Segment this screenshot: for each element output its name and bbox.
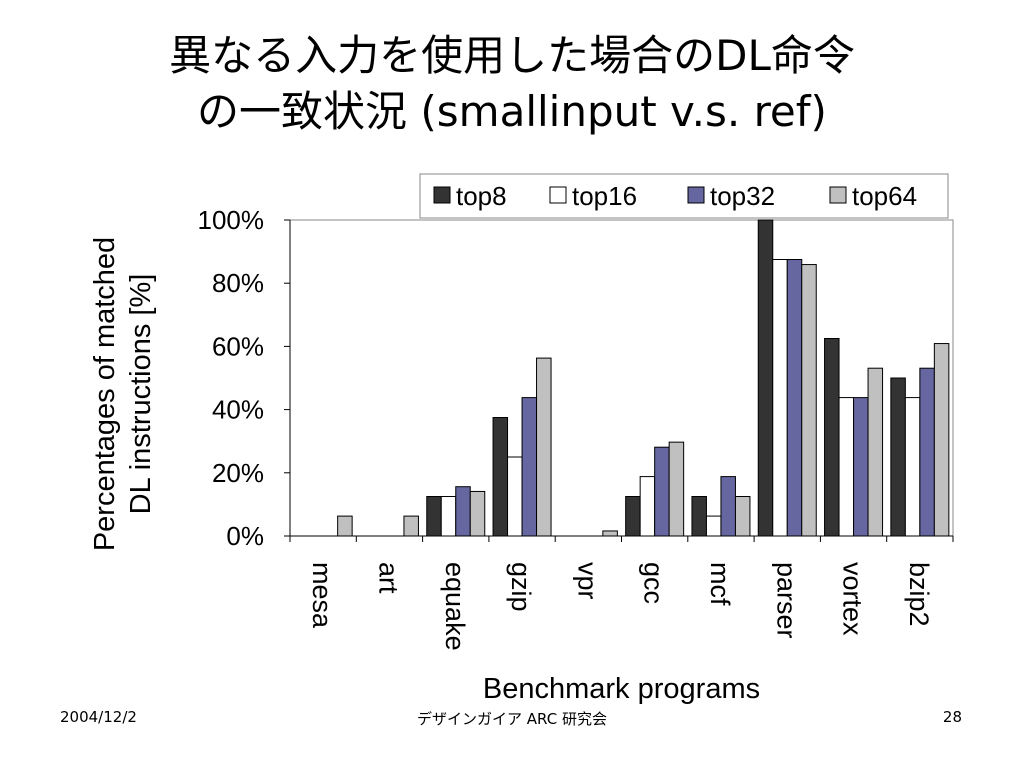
bar-top8-bzip2 [890, 377, 906, 537]
bar-top8-gzip [492, 417, 509, 537]
legend-label-top16: top16 [572, 181, 637, 211]
axis-labels: Benchmark programs Percentages of matched… [89, 237, 760, 705]
x-axis: mesa art equake gzip vpr gcc mcf parser vortex bz… [289, 535, 954, 651]
bar-top32-equake [455, 486, 471, 537]
bar-top16-mcf [705, 515, 722, 537]
legend-swatch-top64 [829, 186, 847, 204]
slide-title: 異なる入力を使用した場合のDL命令 の一致状況 (smallinput v.s.… [0, 28, 1024, 140]
x-tick-label-mesa: mesa [307, 562, 337, 629]
bar-top64-mesa [337, 515, 353, 537]
legend-label-top8: top8 [456, 181, 507, 211]
chart-legend: top8 top16 top32 top64 [419, 173, 949, 219]
bar-top16-parser [772, 259, 788, 537]
y-tick-label: 40% [212, 395, 264, 425]
y-tick-label: 20% [212, 458, 264, 488]
bar-top64-vpr [602, 530, 618, 537]
footer-page-number: 28 [942, 708, 962, 726]
bar-top64-art [403, 515, 419, 537]
y-tick-label: 60% [212, 331, 264, 361]
bar-top64-vortex [867, 367, 884, 537]
bar-top64-parser [801, 264, 817, 537]
bar-top64-gzip [536, 357, 552, 537]
bar-top32-gcc [654, 446, 670, 537]
legend-swatch-top16 [549, 186, 567, 204]
legend-label-top32: top32 [710, 181, 775, 211]
bar-top16-bzip2 [904, 397, 921, 537]
x-tick-label-vpr: vpr [572, 562, 602, 600]
x-tick-label-vortex: vortex [838, 562, 868, 636]
bar-top8-mcf [691, 496, 707, 537]
x-tick-label-gcc: gcc [639, 562, 669, 604]
slide-title-line2: の一致状況 (smallinput v.s. ref) [197, 87, 827, 136]
x-tick-label-bzip2: bzip2 [904, 562, 934, 627]
legend-swatch-top32 [687, 186, 705, 204]
x-tick-label-mcf: mcf [705, 562, 735, 606]
x-tick-label-gzip: gzip [506, 562, 536, 612]
x-tick-label-art: art [373, 562, 403, 594]
bar-top16-gcc [639, 476, 656, 537]
legend-swatch-top8 [433, 186, 451, 204]
y-axis-title-line2: DL instructions [%] [125, 274, 157, 515]
bar-top64-bzip2 [933, 343, 950, 537]
bar-series-top64 [337, 264, 950, 537]
bar-top32-bzip2 [919, 367, 935, 537]
slide-title-line1: 異なる入力を使用した場合のDL命令 [169, 31, 855, 80]
footer-organization: デザインガイア ARC 研究会 [417, 710, 607, 728]
bar-top8-vortex [824, 338, 840, 537]
bar-top32-mcf [720, 476, 736, 537]
y-tick-label: 100% [198, 205, 265, 235]
y-tick-label: 0% [226, 521, 264, 551]
x-axis-title: Benchmark programs [483, 673, 760, 705]
y-axis-title-line1: Percentages of matched [89, 237, 121, 551]
x-tick-label-parser: parser [771, 562, 801, 639]
legend-label-top64: top64 [852, 181, 917, 211]
bar-series-group [337, 219, 950, 537]
y-axis: 0% 20% 40% 60% 80% 100% [198, 205, 291, 551]
bar-top64-equake [469, 490, 486, 537]
bar-series-top32 [455, 259, 935, 537]
bar-top16-equake [440, 496, 457, 537]
bar-top8-gcc [625, 496, 641, 537]
bar-top32-vortex [853, 397, 869, 537]
bar-top8-parser [757, 219, 774, 537]
y-tick-label: 80% [212, 268, 264, 298]
bar-top64-mcf [734, 496, 751, 537]
bar-top32-parser [786, 259, 803, 537]
bar-series-top16 [440, 259, 921, 537]
bar-top8-equake [426, 496, 442, 537]
footer-date: 2004/12/2 [60, 708, 137, 726]
x-tick-label-equake: equake [440, 562, 470, 651]
bar-top16-gzip [507, 456, 523, 537]
bar-top16-vortex [838, 397, 855, 537]
bar-top32-gzip [521, 397, 538, 537]
legend-box [419, 173, 949, 219]
bar-top64-gcc [668, 441, 685, 537]
